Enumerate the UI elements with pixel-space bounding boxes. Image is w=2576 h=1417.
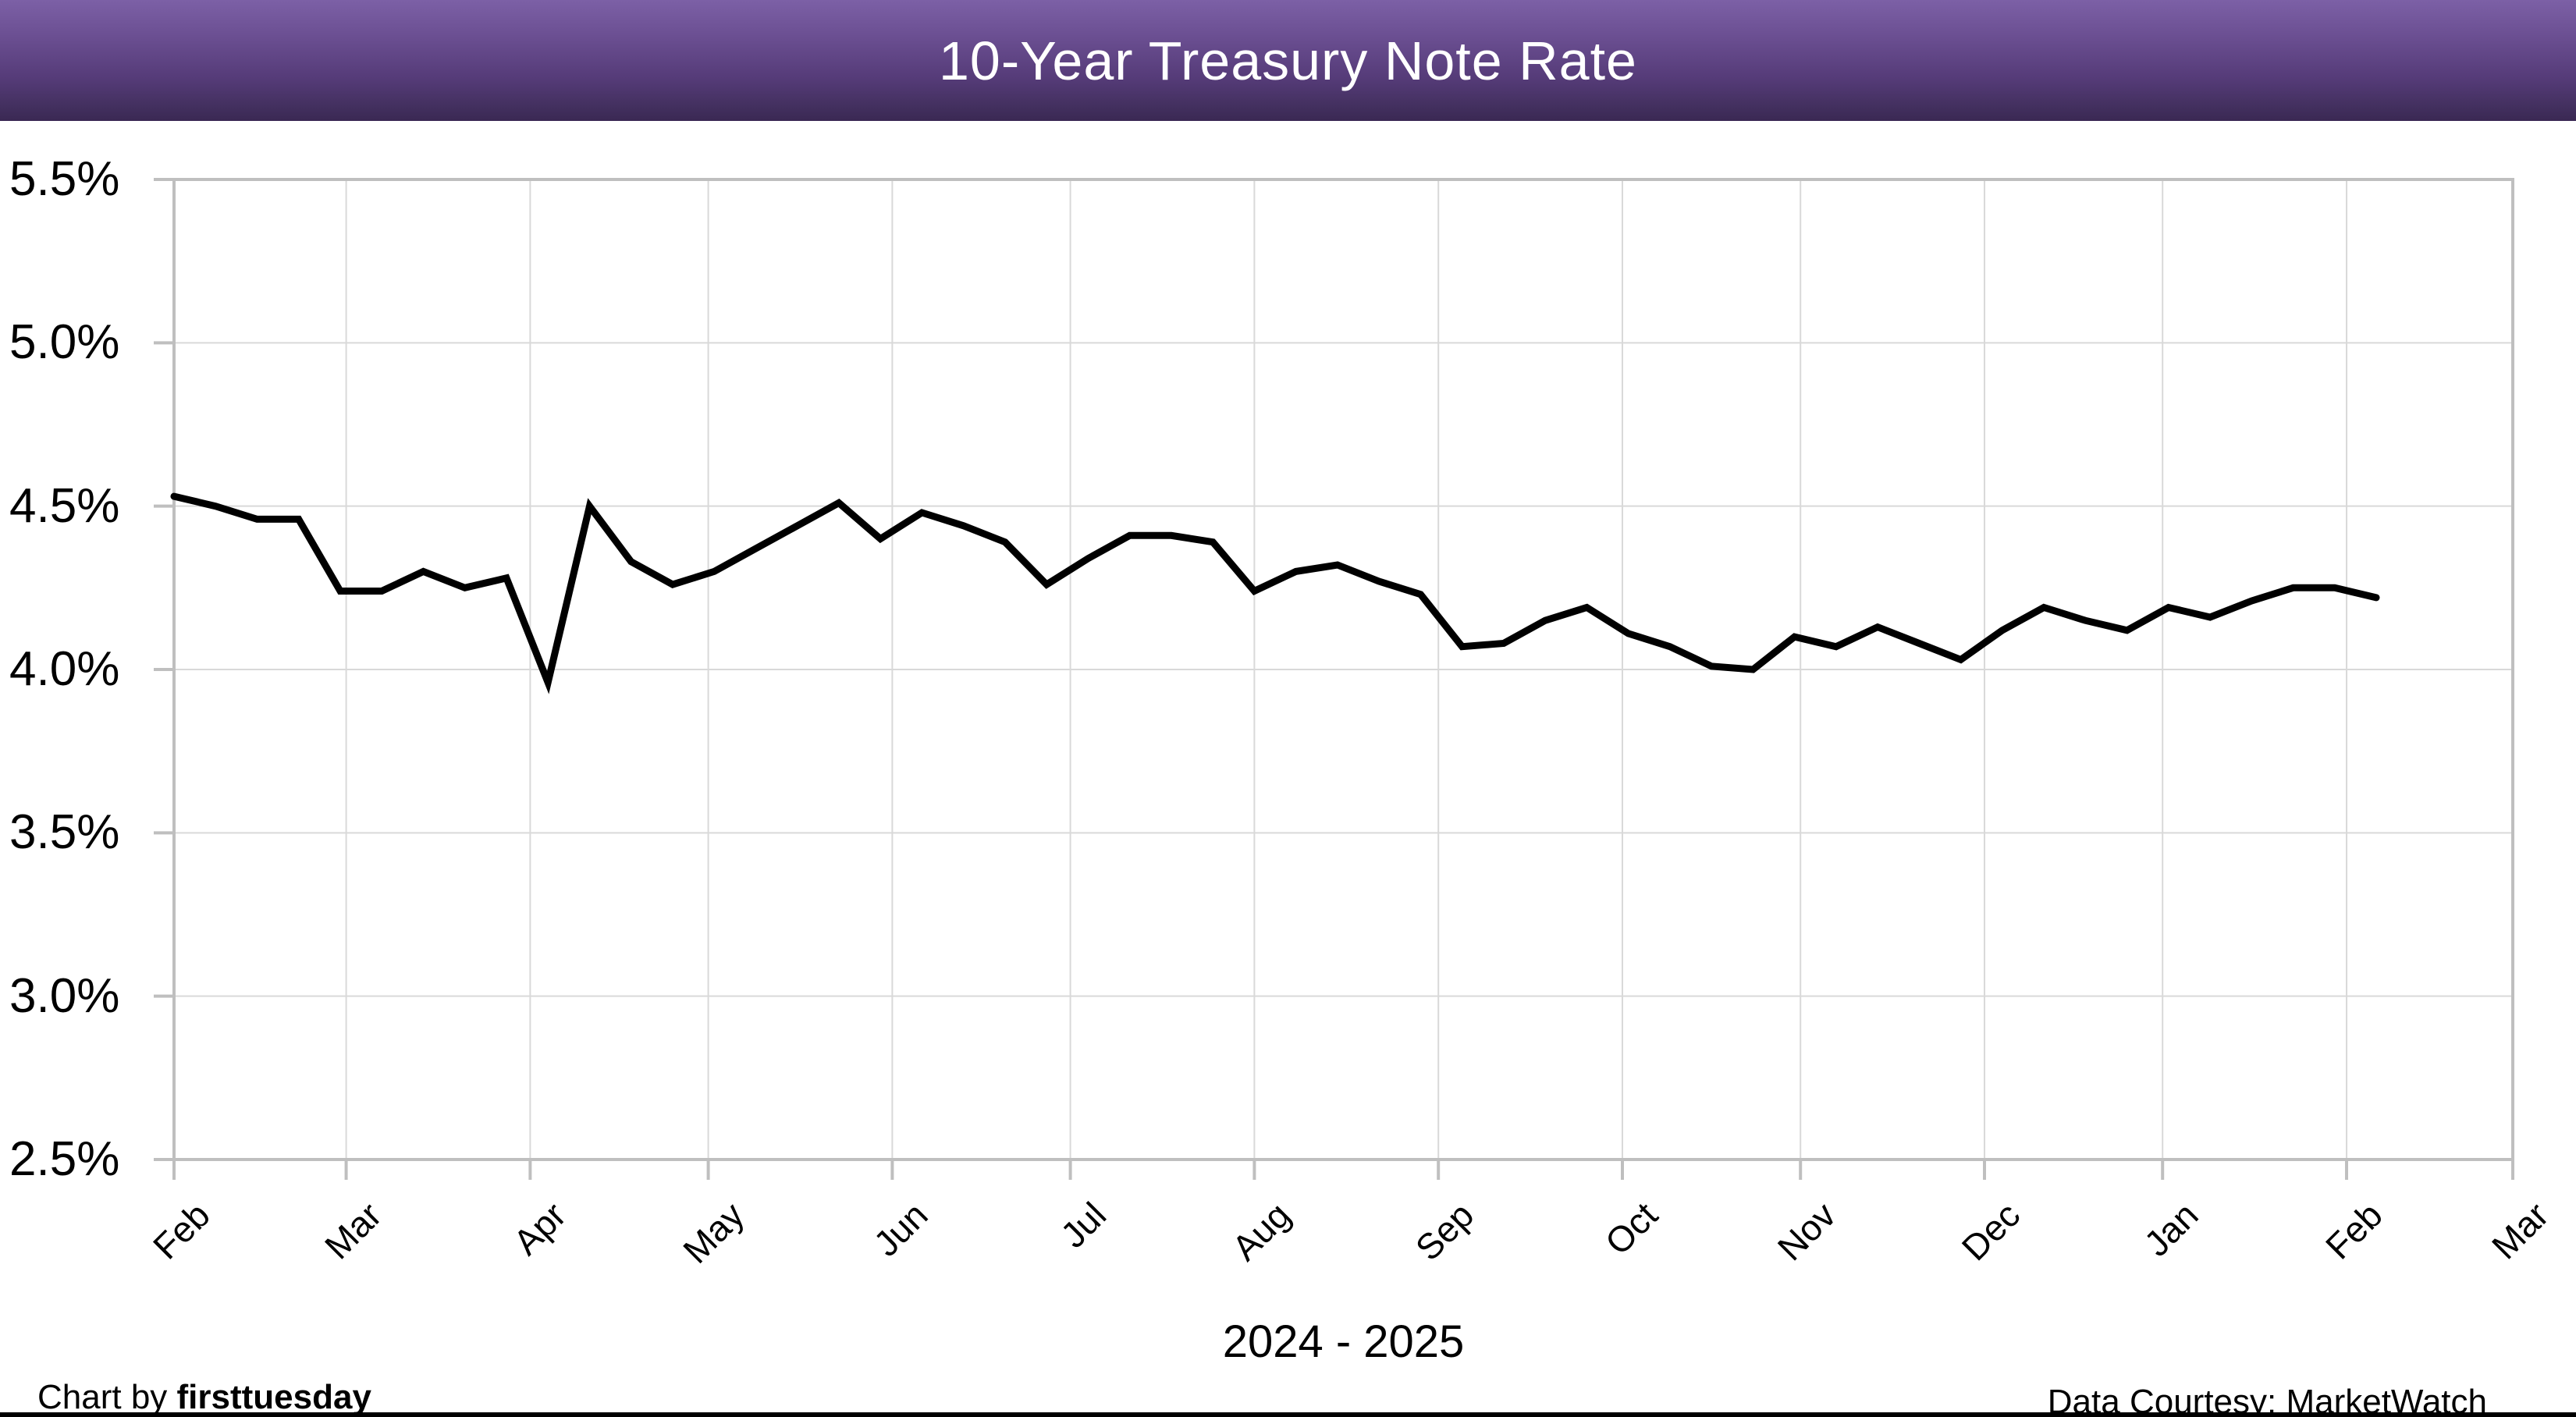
treasury-rate-line (170, 492, 2380, 694)
y-axis-label-3-0pct: 3.0% (9, 968, 120, 1023)
y-axis-label-2-5pct: 2.5% (9, 1132, 120, 1186)
x-axis-year-range-label: 2024 - 2025 (1222, 1316, 1465, 1367)
y-axis-label-3-5pct: 3.5% (9, 805, 120, 860)
plot-border (172, 178, 2514, 1161)
y-axis-label-4-5pct: 4.5% (9, 478, 120, 533)
y-axis-label-5-0pct: 5.0% (9, 315, 120, 370)
chart-credit: Chart by firsttuesday (37, 1378, 371, 1417)
data-courtesy-label: Data Courtesy: MarketWatch (2047, 1383, 2487, 1417)
chart-header-banner: 10-Year Treasury Note Rate (0, 0, 2576, 121)
chart-title: 10-Year Treasury Note Rate (939, 30, 1637, 91)
y-axis-label-4-0pct: 4.0% (9, 642, 120, 696)
chart-credit-name: firsttuesday (176, 1378, 371, 1416)
y-axis-label-5-5pct: 5.5% (9, 152, 120, 206)
chart-credit-prefix: Chart by (37, 1378, 177, 1416)
bottom-divider-line (0, 1412, 2576, 1417)
